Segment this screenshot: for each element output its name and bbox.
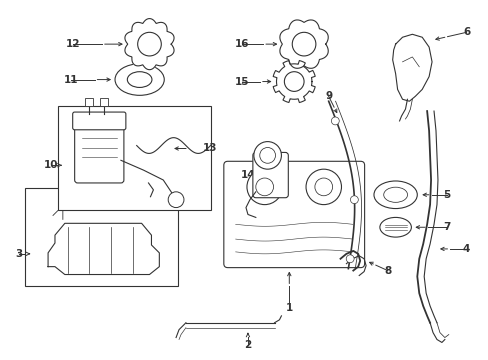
Bar [58,106,210,210]
Text: 4: 4 [462,244,469,254]
Text: 11: 11 [63,75,78,85]
Text: 1: 1 [285,303,292,313]
Circle shape [305,169,341,204]
Text: 15: 15 [234,77,249,86]
Circle shape [284,72,304,91]
Bar [85,98,93,106]
Text: 12: 12 [65,39,80,49]
Circle shape [255,178,273,196]
Text: 2: 2 [244,341,251,350]
Polygon shape [48,223,159,275]
Bar [25,188,178,286]
Text: 7: 7 [442,222,449,232]
Bar [100,98,108,106]
Ellipse shape [127,72,152,87]
Text: 5: 5 [442,190,449,200]
Text: 14: 14 [240,170,255,180]
Circle shape [350,196,358,204]
Circle shape [346,255,353,263]
Circle shape [314,178,332,196]
Polygon shape [273,60,315,103]
Ellipse shape [373,181,416,208]
Text: 8: 8 [384,266,390,276]
Polygon shape [392,34,431,101]
Text: 6: 6 [462,27,469,37]
FancyBboxPatch shape [252,152,288,198]
FancyBboxPatch shape [73,112,125,130]
Polygon shape [279,20,327,68]
Text: 9: 9 [325,91,331,101]
Polygon shape [124,19,174,70]
Circle shape [253,141,281,169]
Ellipse shape [383,187,407,202]
FancyBboxPatch shape [224,161,364,267]
Circle shape [292,32,315,56]
FancyBboxPatch shape [75,123,123,183]
Text: 10: 10 [44,160,58,170]
Text: 13: 13 [203,144,217,153]
Circle shape [331,117,339,125]
Ellipse shape [379,217,410,237]
Text: 3: 3 [15,249,22,259]
Ellipse shape [115,64,164,95]
Circle shape [259,148,275,163]
Circle shape [168,192,183,208]
Circle shape [246,169,282,204]
Circle shape [138,32,161,56]
Text: 16: 16 [234,39,249,49]
